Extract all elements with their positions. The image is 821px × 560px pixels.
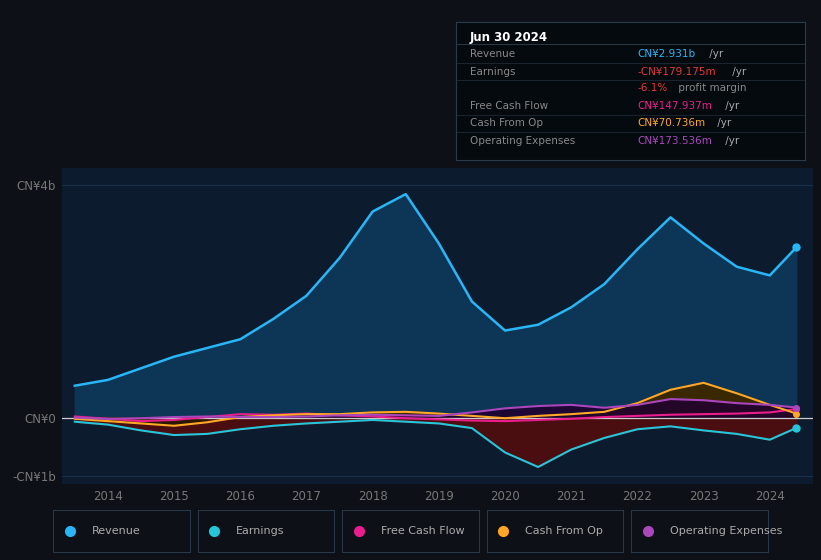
Text: /yr: /yr	[722, 101, 739, 111]
Text: -CN¥179.175m: -CN¥179.175m	[637, 67, 716, 77]
Text: Free Cash Flow: Free Cash Flow	[380, 526, 464, 535]
Text: Revenue: Revenue	[470, 49, 515, 59]
Text: Operating Expenses: Operating Expenses	[470, 136, 575, 146]
Text: CN¥2.931b: CN¥2.931b	[637, 49, 695, 59]
Text: CN¥173.536m: CN¥173.536m	[637, 136, 712, 146]
Text: Operating Expenses: Operating Expenses	[669, 526, 782, 535]
Text: profit margin: profit margin	[676, 82, 747, 92]
Text: Free Cash Flow: Free Cash Flow	[470, 101, 548, 111]
Text: Revenue: Revenue	[91, 526, 140, 535]
Text: Cash From Op: Cash From Op	[470, 118, 543, 128]
Text: /yr: /yr	[729, 67, 746, 77]
Text: /yr: /yr	[713, 118, 732, 128]
Text: Cash From Op: Cash From Op	[525, 526, 603, 535]
Text: -6.1%: -6.1%	[637, 82, 667, 92]
Text: Earnings: Earnings	[236, 526, 285, 535]
Text: /yr: /yr	[706, 49, 723, 59]
Text: Jun 30 2024: Jun 30 2024	[470, 31, 548, 44]
Text: Earnings: Earnings	[470, 67, 515, 77]
Text: CN¥70.736m: CN¥70.736m	[637, 118, 705, 128]
Text: /yr: /yr	[722, 136, 739, 146]
Text: CN¥147.937m: CN¥147.937m	[637, 101, 712, 111]
